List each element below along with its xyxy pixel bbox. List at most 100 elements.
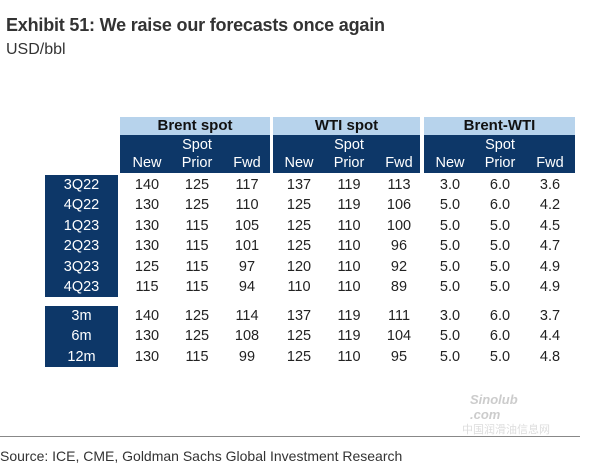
row-label: 12m: [67, 348, 96, 365]
watermark-text: 中国润滑油信息网: [462, 424, 550, 436]
table-cell: 105: [234, 217, 260, 234]
table-row: 130 115 99 125 110 95 5.0 5.0 4.8: [120, 347, 580, 367]
column-header: Prior: [484, 155, 516, 171]
row-labels: 3m 6m 12m: [45, 306, 118, 368]
table-cell: 3.0: [439, 177, 461, 193]
group-header: Brent-WTI: [424, 117, 575, 135]
row-label: 3Q23: [63, 258, 100, 275]
table-row: 125 115 97 120 110 92 5.0 5.0 4.9: [120, 257, 580, 277]
unit-label: USD/bbl: [6, 41, 66, 58]
divider: [0, 436, 580, 437]
table-cell: 106: [386, 197, 412, 214]
table-cell: 110: [337, 258, 361, 275]
subheader-spot: Spot: [182, 137, 212, 153]
table-cell: 117: [235, 177, 259, 193]
table-cell: 99: [238, 348, 256, 365]
column-header: New: [435, 155, 465, 171]
table-cell: 4.9: [539, 278, 561, 295]
row-label: 2Q23: [63, 238, 100, 255]
table-cell: 5.0: [489, 258, 511, 275]
table-cell: 137: [286, 308, 312, 324]
row-label: 4Q22: [63, 197, 100, 214]
column-header: Prior: [181, 155, 213, 171]
table-cell: 5.0: [439, 238, 461, 255]
row-label: 3m: [71, 308, 92, 324]
table-cell: 3.0: [439, 308, 461, 324]
table-cell: 125: [286, 328, 312, 345]
table-cell: 130: [134, 348, 160, 365]
table-cell: 125: [184, 177, 210, 193]
table-row: 130 115 105 125 110 100 5.0 5.0 4.5: [120, 216, 580, 236]
table-cell: 125: [184, 197, 210, 214]
column-header: Fwd: [233, 155, 261, 171]
table-cell: 137: [286, 177, 312, 193]
table-cell: 4.8: [539, 348, 561, 365]
data-rows: 140 125 117 137 119 113 3.0 6.0 3.6 130 125 110 125 1…: [120, 175, 580, 297]
table-cell: 110: [337, 348, 361, 365]
table-row: 130 125 108 125 119 104 5.0 6.0 4.4: [120, 326, 580, 346]
table-row: 130 115 101 125 110 96 5.0 5.0 4.7: [120, 236, 580, 256]
row-label: 6m: [71, 328, 92, 345]
table-cell: 125: [286, 238, 312, 255]
table-cell: 3.7: [539, 308, 561, 324]
table-row: 140 125 117 137 119 113 3.0 6.0 3.6: [120, 175, 580, 195]
table-cell: 4.5: [539, 217, 561, 234]
table-cell: 95: [390, 348, 408, 365]
table-cell: 4.2: [539, 197, 561, 214]
data-rows: 140 125 114 137 119 111 3.0 6.0 3.7 130 125 108 125 1…: [120, 306, 580, 367]
table-cell: 4.4: [539, 328, 561, 345]
table-cell: 5.0: [439, 258, 461, 275]
table-cell: 125: [286, 217, 312, 234]
row-labels: 3Q22 4Q22 1Q23 2Q23 3Q23 4Q23: [45, 175, 118, 298]
column-header: Fwd: [536, 155, 564, 171]
table-row: 140 125 114 137 119 111 3.0 6.0 3.7: [120, 306, 580, 326]
table-cell: 104: [386, 328, 412, 345]
table-cell: 110: [235, 197, 259, 214]
table-cell: 140: [134, 308, 160, 324]
table-cell: 115: [185, 278, 209, 295]
table-cell: 115: [185, 258, 209, 275]
table-cell: 125: [184, 328, 210, 345]
table-cell: 5.0: [489, 238, 511, 255]
row-label: 1Q23: [63, 217, 100, 234]
table-cell: 115: [185, 238, 209, 255]
table-cell: 5.0: [489, 217, 511, 234]
column-header-band: New Spot Prior Fwd: [424, 135, 575, 173]
table-cell: 119: [337, 328, 361, 345]
table-cell: 140: [134, 177, 160, 193]
table-cell: 101: [234, 238, 260, 255]
table-cell: 6.0: [489, 177, 511, 193]
table-cell: 110: [337, 217, 361, 234]
table-cell: 111: [387, 308, 411, 324]
table-cell: 119: [337, 177, 361, 193]
table-cell: 130: [134, 217, 160, 234]
table-cell: 5.0: [489, 278, 511, 295]
table-row: 115 115 94 110 110 89 5.0 5.0 4.9: [120, 277, 580, 297]
table-cell: 89: [390, 278, 408, 295]
table-cell: 100: [386, 217, 412, 234]
table-cell: 108: [234, 328, 260, 345]
group-header: WTI spot: [273, 117, 420, 135]
table-cell: 130: [134, 197, 160, 214]
table-cell: 5.0: [489, 348, 511, 365]
table-row: 130 125 110 125 119 106 5.0 6.0 4.2: [120, 195, 580, 215]
table-cell: 5.0: [439, 328, 461, 345]
table-cell: 5.0: [439, 278, 461, 295]
column-header: Fwd: [385, 155, 413, 171]
table-cell: 97: [238, 258, 256, 275]
column-header: Prior: [333, 155, 365, 171]
table-cell: 110: [337, 278, 361, 295]
table-cell: 6.0: [489, 197, 511, 214]
table-cell: 115: [185, 217, 209, 234]
table-cell: 6.0: [489, 328, 511, 345]
table-cell: 125: [286, 197, 312, 214]
table-cell: 110: [337, 238, 361, 255]
table-cell: 6.0: [489, 308, 511, 324]
subheader-spot: Spot: [485, 137, 515, 153]
group-header: Brent spot: [120, 117, 270, 135]
table-cell: 114: [235, 308, 259, 324]
table-cell: 96: [390, 238, 408, 255]
column-header-band: New Spot Prior Fwd: [120, 135, 270, 173]
table-cell: 110: [287, 278, 311, 295]
subheader-spot: Spot: [334, 137, 364, 153]
